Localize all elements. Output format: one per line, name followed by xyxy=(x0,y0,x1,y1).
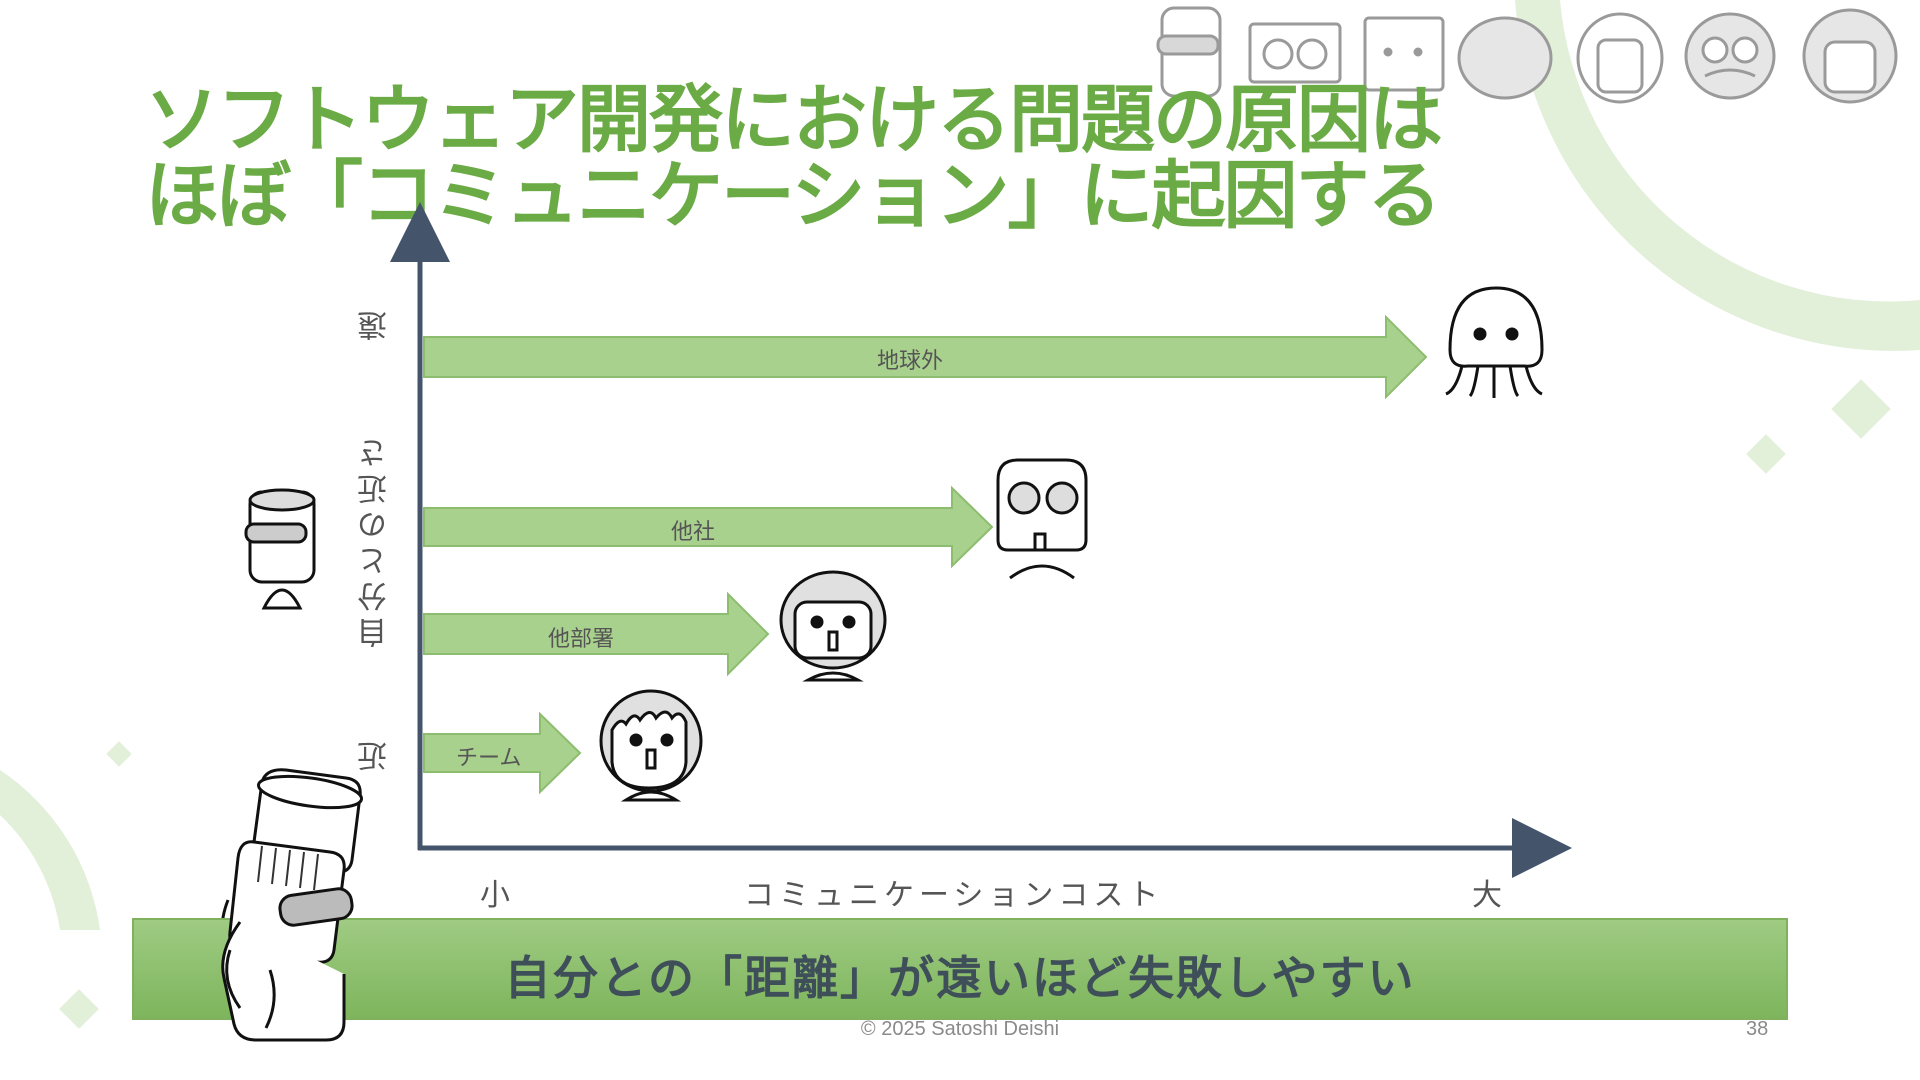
x-axis-label: コミュニケーションコスト xyxy=(744,878,1164,913)
conclusion-banner: 自分との「距離」が遠いほど失敗しやすい xyxy=(132,918,1788,1020)
title-line-1: ソフトウェア開発における問題の原因は xyxy=(145,77,1443,163)
banner-text: 自分との「距離」が遠いほど失敗しやすい xyxy=(504,951,1416,1005)
y-axis-label: 自分との近さ xyxy=(358,432,393,648)
team-character xyxy=(599,689,703,802)
y-near-label: 近 xyxy=(358,735,393,771)
arrow-other-department xyxy=(423,591,770,677)
arrow-extraterrestrial xyxy=(423,314,1428,400)
robot-character xyxy=(996,458,1088,580)
arrow-label-extraterrestrial: 地球外 xyxy=(877,349,944,374)
x-large-label: 大 xyxy=(1472,878,1502,913)
slide-title: ソフトウェア開発における問題の原因は ほぼ「コミュニケーション」に起因する xyxy=(145,82,1445,234)
arrow-other-company xyxy=(423,485,994,569)
arrow-label-team: チーム xyxy=(456,746,522,771)
arrow-label-other-company: 他社 xyxy=(671,520,716,545)
copyright-footer: © 2025 Satoshi Deishi xyxy=(860,1018,1060,1040)
x-small-label: 小 xyxy=(480,878,510,913)
self-character xyxy=(244,488,316,610)
character-lineup xyxy=(1156,6,1898,104)
y-far-label: 遠 xyxy=(358,305,393,341)
title-line-2: ほぼ「コミュニケーション」に起因する xyxy=(145,153,1442,239)
arrow-label-other-department: 他部署 xyxy=(548,627,615,652)
arrow-team xyxy=(423,711,582,795)
page-number: 38 xyxy=(1746,1018,1769,1040)
alien-character xyxy=(1445,286,1544,398)
worried-character-front xyxy=(221,840,354,1042)
helmet-character xyxy=(779,570,887,682)
